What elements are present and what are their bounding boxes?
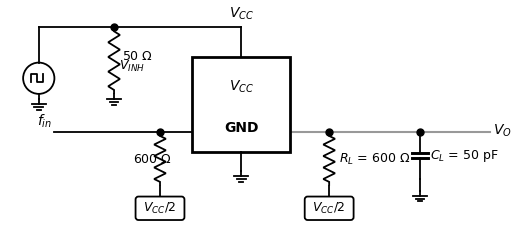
- FancyBboxPatch shape: [135, 196, 184, 220]
- Text: 50 $\Omega$: 50 $\Omega$: [122, 50, 153, 63]
- Text: $V_{CC}/2$: $V_{CC}/2$: [313, 201, 346, 216]
- Text: $C_L$ = 50 pF: $C_L$ = 50 pF: [430, 148, 499, 164]
- Text: $R_L$ = 600 $\Omega$: $R_L$ = 600 $\Omega$: [339, 152, 410, 167]
- Text: GND: GND: [224, 121, 259, 135]
- Text: $V_{CC}$: $V_{CC}$: [229, 5, 254, 22]
- Text: $V_{CC}$: $V_{CC}$: [229, 79, 254, 95]
- Text: $V_O$: $V_O$: [493, 123, 512, 139]
- Text: 600 $\Omega$: 600 $\Omega$: [133, 153, 171, 166]
- Text: $V_{INH}$: $V_{INH}$: [119, 59, 145, 74]
- Bar: [192, 57, 290, 152]
- Text: $f_{in}$: $f_{in}$: [38, 113, 53, 130]
- Text: $V_{CC}/2$: $V_{CC}/2$: [143, 201, 177, 216]
- FancyBboxPatch shape: [305, 196, 354, 220]
